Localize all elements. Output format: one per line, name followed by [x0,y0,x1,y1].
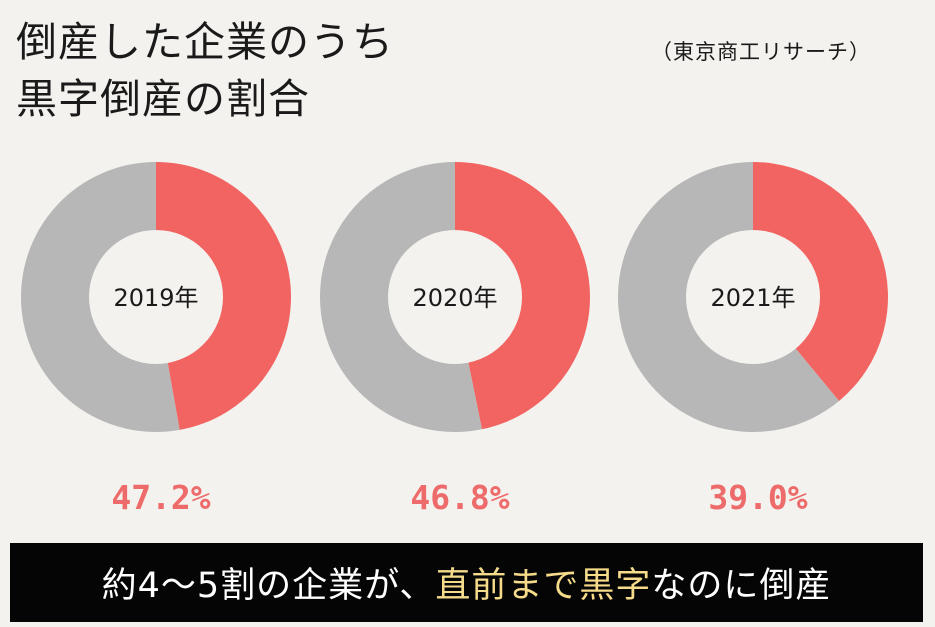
banner-highlight: 直前まで黒字 [435,566,652,606]
page-title: 倒産した企業のうち 黒字倒産の割合 [16,14,394,128]
slice-insolvent-with-profit-2 [753,162,889,402]
title-line-1: 倒産した企業のうち [16,18,394,66]
percent-label-0: 47.2% [111,478,210,517]
donut-hole-0 [89,230,223,364]
year-label-1: 2020年 [412,284,497,312]
summary-banner: 約4〜5割の企業が、 直前まで黒字 なのに倒産 [10,543,923,622]
donut-hole-1 [388,230,522,364]
banner-text-2: なのに倒産 [651,566,832,606]
year-label-2: 2021年 [710,284,795,312]
source-label: （東京商工リサーチ） [651,40,871,64]
slice-insolvent-with-profit-1 [455,162,590,430]
percent-label-1: 46.8% [410,478,509,517]
donut-charts: 2019年 47.2% 2020年 46.8% 2021年 39.0% [21,162,889,517]
title-line-2: 黒字倒産の割合 [16,75,310,123]
percent-label-2: 39.0% [708,478,807,517]
banner-text-1: 約4〜5割の企業が、 [101,566,436,606]
slice-insolvent-with-profit-0 [156,162,292,430]
donut-hole-2 [686,230,820,364]
year-label-0: 2019年 [113,284,198,312]
